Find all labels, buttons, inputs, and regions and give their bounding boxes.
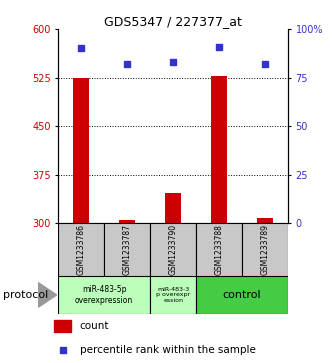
Bar — [58, 276, 150, 314]
Text: GSM1233790: GSM1233790 — [168, 224, 178, 275]
Text: miR-483-5p
overexpression: miR-483-5p overexpression — [75, 285, 133, 305]
Polygon shape — [38, 282, 57, 307]
Bar — [196, 276, 288, 314]
Bar — [73, 78, 89, 223]
Bar — [242, 223, 288, 276]
Point — [170, 59, 176, 65]
Bar — [150, 223, 196, 276]
Point — [60, 347, 66, 353]
Point — [216, 44, 222, 49]
Bar — [165, 193, 181, 223]
Point — [262, 61, 268, 67]
Text: GSM1233789: GSM1233789 — [260, 224, 270, 275]
Point — [79, 45, 84, 51]
Bar — [196, 223, 242, 276]
Text: GSM1233788: GSM1233788 — [214, 224, 224, 275]
Bar — [211, 76, 227, 223]
Text: miR-483-3
p overexpr
ession: miR-483-3 p overexpr ession — [156, 287, 190, 303]
Text: percentile rank within the sample: percentile rank within the sample — [80, 345, 255, 355]
Bar — [54, 320, 71, 333]
Bar — [119, 220, 135, 223]
Text: control: control — [223, 290, 261, 300]
Bar — [150, 276, 196, 314]
Point — [125, 61, 130, 67]
Text: GSM1233787: GSM1233787 — [123, 224, 132, 275]
Title: GDS5347 / 227377_at: GDS5347 / 227377_at — [104, 15, 242, 28]
Bar — [104, 223, 150, 276]
Text: protocol: protocol — [3, 290, 49, 300]
Text: count: count — [80, 321, 109, 331]
Bar — [58, 223, 104, 276]
Text: GSM1233786: GSM1233786 — [77, 224, 86, 275]
Bar — [257, 218, 273, 223]
